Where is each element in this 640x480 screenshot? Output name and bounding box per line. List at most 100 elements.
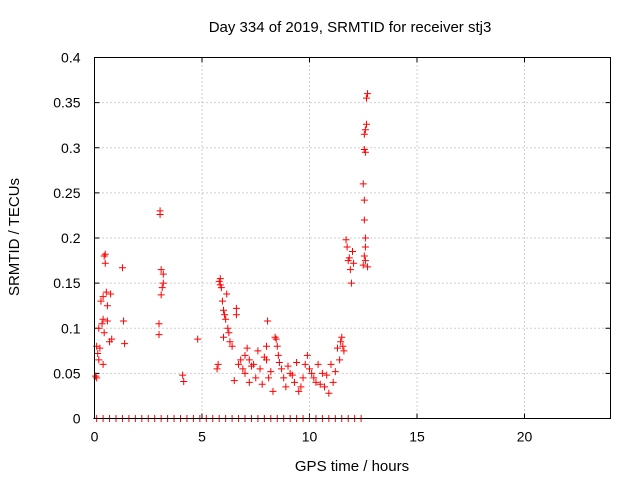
data-point xyxy=(241,351,249,359)
data-point xyxy=(269,387,277,395)
data-point xyxy=(338,333,346,341)
data-point xyxy=(275,359,283,367)
data-point xyxy=(101,259,109,267)
data-point xyxy=(278,365,286,373)
data-point xyxy=(267,368,275,376)
data-point xyxy=(95,356,103,364)
data-point xyxy=(274,351,282,359)
data-point xyxy=(256,365,264,373)
data-point xyxy=(103,302,111,310)
data-point xyxy=(102,288,110,296)
data-point xyxy=(297,383,305,391)
data-point xyxy=(339,342,347,350)
data-point xyxy=(121,340,129,348)
data-point xyxy=(228,342,236,350)
data-point xyxy=(347,279,355,287)
grid xyxy=(94,57,611,419)
x-tick-label: 10 xyxy=(302,429,318,445)
data-point xyxy=(360,216,368,224)
data-point xyxy=(362,94,370,102)
data-point xyxy=(159,279,167,287)
data-point xyxy=(265,374,273,382)
data-point xyxy=(293,359,301,367)
y-tick-label: 0.3 xyxy=(61,140,81,156)
data-point xyxy=(194,335,202,343)
data-point xyxy=(361,243,369,251)
y-tick-label: 0.4 xyxy=(61,50,81,66)
data-point xyxy=(108,335,116,343)
data-point xyxy=(218,297,226,305)
data-point xyxy=(94,350,102,358)
data-point xyxy=(327,360,335,368)
data-point xyxy=(325,389,333,397)
data-point xyxy=(361,257,369,265)
data-point xyxy=(336,356,344,364)
y-tick-label: 0.25 xyxy=(53,185,80,201)
data-point xyxy=(264,317,272,325)
x-tick-label: 0 xyxy=(91,429,99,445)
data-point xyxy=(254,347,262,355)
data-point xyxy=(362,120,370,128)
data-point xyxy=(216,275,224,283)
data-point xyxy=(258,380,266,388)
data-point xyxy=(250,360,258,368)
data-point xyxy=(100,329,108,337)
data-point xyxy=(245,356,253,364)
data-point xyxy=(100,252,108,260)
data-point xyxy=(263,342,270,350)
data-point xyxy=(361,148,369,156)
data-point xyxy=(223,290,231,298)
data-point xyxy=(95,324,103,332)
y-tick-label: 0.05 xyxy=(53,365,80,381)
data-point xyxy=(299,374,307,382)
data-point xyxy=(180,377,188,385)
data-point xyxy=(252,374,260,382)
data-point xyxy=(213,365,221,373)
data-point xyxy=(237,356,245,364)
data-point xyxy=(97,297,105,305)
data-point xyxy=(361,234,369,242)
data-point xyxy=(155,320,163,328)
data-point xyxy=(220,333,227,341)
data-point xyxy=(98,320,106,328)
data-point xyxy=(282,383,290,391)
data-point xyxy=(226,338,234,346)
data-point xyxy=(273,342,281,350)
data-point xyxy=(346,266,354,274)
data-point xyxy=(103,317,111,325)
data-point xyxy=(230,377,238,385)
data-point xyxy=(290,378,298,386)
data-point xyxy=(321,383,329,391)
data-point xyxy=(359,261,367,269)
data-point xyxy=(263,356,270,364)
data-point xyxy=(360,252,368,260)
data-point xyxy=(303,351,311,359)
data-point xyxy=(217,284,225,292)
data-point xyxy=(318,369,326,377)
data-point xyxy=(99,360,107,368)
x-tick-label: 20 xyxy=(517,429,533,445)
data-point xyxy=(306,365,313,373)
data-point xyxy=(288,371,296,379)
data-point xyxy=(243,344,251,352)
y-axis-label: SRMTID / TECUs xyxy=(6,178,23,296)
data-point xyxy=(232,304,240,312)
x-tick-label: 15 xyxy=(409,429,425,445)
data-point xyxy=(360,196,368,204)
data-point xyxy=(245,378,253,386)
data-point xyxy=(340,347,348,355)
data-point xyxy=(99,315,107,323)
data-point xyxy=(272,335,280,343)
data-point xyxy=(360,130,368,138)
y-tick-label: 0.1 xyxy=(61,320,81,336)
data-point xyxy=(271,333,279,341)
data-point xyxy=(316,380,324,388)
data-point xyxy=(343,243,351,251)
data-point xyxy=(284,362,292,370)
data-point xyxy=(329,378,337,386)
data-point xyxy=(359,180,367,188)
data-point xyxy=(337,338,345,346)
data-point xyxy=(221,311,229,319)
data-point xyxy=(312,378,320,386)
